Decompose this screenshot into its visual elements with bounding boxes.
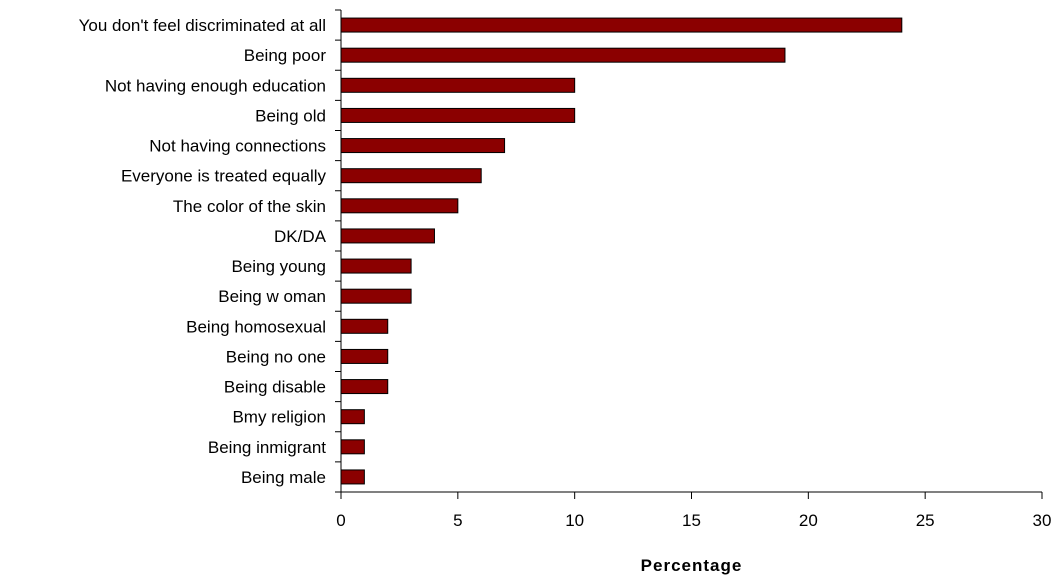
y-axis	[335, 9, 342, 493]
bar-8	[340, 258, 412, 274]
bar-13	[340, 409, 365, 425]
bar-6	[340, 198, 459, 214]
category-label: The color of the skin	[173, 197, 326, 216]
category-label: Being disable	[224, 378, 326, 397]
category-labels: You don't feel discriminated at all Being…	[79, 16, 327, 487]
category-label: Being old	[255, 106, 326, 125]
bar-4	[340, 138, 506, 154]
category-label: Bmy religion	[232, 408, 326, 427]
category-label: Being poor	[244, 46, 327, 65]
x-tick-label: 25	[916, 511, 935, 530]
x-tick-label: 10	[565, 511, 584, 530]
category-label: Not having connections	[149, 137, 326, 156]
x-tick-label: 5	[453, 511, 462, 530]
bar-12	[340, 379, 389, 395]
bar-9	[340, 288, 412, 304]
x-axis: 0 5 10 15 20 25 30	[336, 491, 1052, 530]
category-label: Being no one	[226, 347, 326, 366]
category-label: Not having enough education	[105, 76, 326, 95]
category-label: Being young	[231, 257, 326, 276]
x-axis-title: Percentage	[641, 556, 743, 575]
category-label: Being male	[241, 468, 326, 487]
x-tick-label: 20	[799, 511, 818, 530]
x-tick-label: 30	[1033, 511, 1052, 530]
bar-7	[340, 228, 435, 244]
category-label: Being inmigrant	[208, 438, 326, 457]
bar-1	[340, 47, 786, 63]
category-label: Everyone is treated equally	[121, 167, 327, 186]
bar-2	[340, 77, 576, 93]
bar-14	[340, 439, 365, 455]
bar-5	[340, 168, 482, 184]
x-tick-label: 15	[682, 511, 701, 530]
category-label: Being homosexual	[186, 317, 326, 336]
bar-11	[340, 348, 389, 364]
x-tick-label: 0	[336, 511, 345, 530]
bars-group	[340, 17, 903, 485]
bar-0	[340, 17, 903, 33]
bar-15	[340, 469, 365, 485]
bar-3	[340, 107, 576, 123]
category-label: You don't feel discriminated at all	[79, 16, 326, 35]
category-label: DK/DA	[274, 227, 327, 246]
category-label: Being w oman	[218, 287, 326, 306]
bar-10	[340, 318, 389, 334]
